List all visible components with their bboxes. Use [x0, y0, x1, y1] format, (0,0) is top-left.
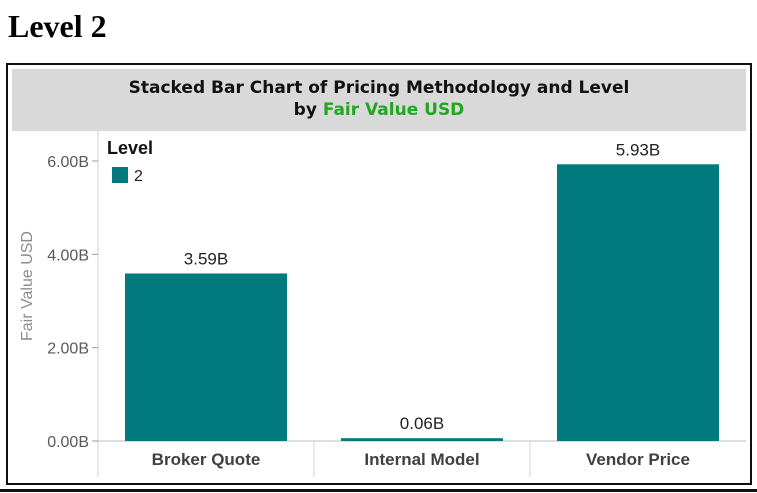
y-tick-label: 0.00B	[47, 434, 89, 451]
bar	[125, 273, 287, 441]
data-label: 5.93B	[616, 140, 660, 159]
chart-title: Stacked Bar Chart of Pricing Methodology…	[128, 78, 630, 98]
y-tick-label: 4.00B	[47, 247, 89, 264]
chart-subtitle-measure: Fair Value USD	[322, 100, 465, 120]
data-label: 3.59B	[184, 249, 228, 268]
bar	[341, 438, 503, 441]
y-tick-label: 2.00B	[47, 341, 89, 358]
bottom-rule	[0, 489, 757, 492]
y-axis-label: Fair Value USD	[19, 231, 36, 341]
legend-swatch	[112, 167, 128, 183]
data-label: 0.06B	[400, 414, 444, 433]
legend-item-label: 2	[134, 168, 143, 185]
x-tick-label: Internal Model	[364, 450, 479, 469]
legend: Level 2	[107, 138, 153, 185]
page-heading: Level 2	[8, 8, 107, 44]
bars	[125, 164, 719, 441]
y-tick-label: 6.00B	[47, 154, 89, 171]
x-tick-label: Vendor Price	[586, 450, 690, 469]
bar	[557, 164, 719, 441]
data-labels: 3.59B Broker Quote 0.06B Internal Model 5.93…	[152, 140, 690, 469]
chart-title-band: Stacked Bar Chart of Pricing Methodology…	[12, 69, 746, 131]
chart-subtitle-prefix: by	[293, 100, 323, 120]
x-tick-label: Broker Quote	[152, 450, 261, 469]
legend-title: Level	[107, 138, 153, 158]
chart-subtitle: by Fair Value USD	[12, 99, 746, 121]
